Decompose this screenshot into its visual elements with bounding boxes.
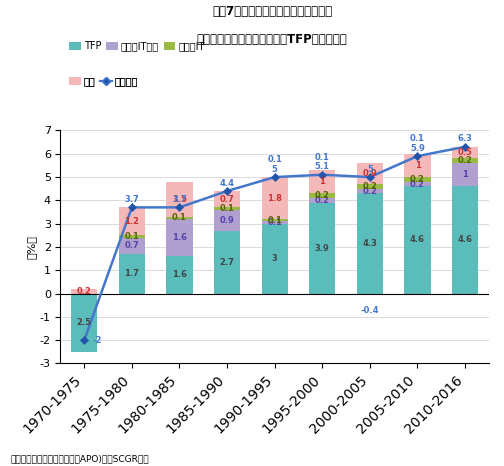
Bar — [309, 170, 335, 193]
Text: 労働・資本・全要素生産性（TFP）の寄与度: 労働・資本・全要素生産性（TFP）の寄与度 — [197, 33, 348, 46]
Text: 0.1: 0.1 — [267, 155, 282, 164]
Bar — [309, 198, 335, 203]
Text: 0.2: 0.2 — [458, 156, 473, 165]
Text: 1: 1 — [320, 177, 325, 186]
Bar — [119, 235, 145, 238]
Text: 0.2: 0.2 — [410, 175, 425, 184]
Text: 3.9: 3.9 — [315, 244, 330, 253]
Text: 3: 3 — [272, 254, 278, 263]
Bar — [119, 254, 145, 294]
Text: 0.2: 0.2 — [315, 191, 330, 200]
Text: （出所）アジア生産性機構（APO)よりSCGR作成: （出所）アジア生産性機構（APO)よりSCGR作成 — [10, 455, 149, 464]
Text: 1.6: 1.6 — [172, 270, 187, 280]
Bar — [404, 177, 430, 182]
Bar — [357, 163, 383, 184]
Bar — [262, 224, 288, 294]
Text: 0.1: 0.1 — [124, 232, 139, 241]
Text: 1: 1 — [462, 170, 468, 179]
Text: 0.1: 0.1 — [410, 134, 425, 144]
Bar — [214, 207, 240, 210]
Bar — [404, 186, 430, 294]
Bar — [357, 189, 383, 193]
Text: 0.2: 0.2 — [362, 186, 377, 196]
Bar — [166, 256, 193, 294]
Text: -0.4: -0.4 — [361, 307, 379, 315]
Text: 0.7: 0.7 — [124, 241, 139, 250]
Bar — [357, 184, 383, 189]
Text: 4.3: 4.3 — [362, 239, 377, 248]
Text: 4.4: 4.4 — [220, 178, 234, 187]
Text: 0.9: 0.9 — [220, 216, 234, 225]
Bar — [71, 289, 97, 294]
Text: 0.5: 0.5 — [458, 148, 473, 157]
Text: 5.9: 5.9 — [410, 144, 425, 153]
Bar — [262, 221, 288, 224]
Text: 1.6: 1.6 — [172, 233, 187, 242]
Text: 6.3: 6.3 — [458, 134, 473, 144]
Text: 0.2: 0.2 — [362, 182, 377, 191]
Text: 1.7: 1.7 — [124, 269, 139, 278]
Bar — [262, 177, 288, 219]
Bar — [404, 154, 430, 177]
Bar — [214, 231, 240, 294]
Text: 0.9: 0.9 — [362, 169, 377, 178]
Y-axis label: （%）: （%） — [27, 235, 37, 259]
Text: 0.1: 0.1 — [220, 204, 234, 213]
Bar — [404, 182, 430, 186]
Text: 図表7：バングラデシュの経済成長と: 図表7：バングラデシュの経済成長と — [212, 5, 332, 18]
Text: 3.7: 3.7 — [172, 195, 187, 204]
Bar — [309, 193, 335, 198]
Text: -2: -2 — [93, 336, 102, 345]
Bar — [214, 191, 240, 207]
Bar — [71, 294, 97, 352]
Bar — [166, 219, 193, 256]
Bar — [357, 193, 383, 294]
Text: 0.2: 0.2 — [410, 179, 425, 189]
Text: 0.1: 0.1 — [172, 213, 187, 222]
Text: 2.5: 2.5 — [77, 318, 92, 327]
Bar — [309, 203, 335, 294]
Text: 2.7: 2.7 — [220, 258, 234, 267]
Bar — [452, 147, 478, 158]
Bar — [166, 217, 193, 219]
Bar — [166, 182, 193, 217]
Text: 1.2: 1.2 — [124, 217, 140, 226]
Text: 1.5: 1.5 — [172, 195, 187, 204]
Text: 5.1: 5.1 — [315, 162, 330, 171]
Text: 1: 1 — [415, 161, 420, 170]
Text: 4.6: 4.6 — [410, 235, 425, 245]
Text: 3.7: 3.7 — [124, 195, 139, 204]
Bar — [214, 210, 240, 231]
Text: 0.2: 0.2 — [77, 287, 92, 296]
Text: 0.2: 0.2 — [315, 196, 330, 205]
Text: 0.1: 0.1 — [315, 153, 330, 162]
Legend: 労働, 経済成長: 労働, 経済成長 — [66, 72, 143, 90]
Text: 1.8: 1.8 — [267, 193, 282, 203]
Text: 0.1: 0.1 — [267, 216, 282, 225]
Bar — [452, 158, 478, 163]
Bar — [262, 219, 288, 221]
Text: 0.1: 0.1 — [267, 218, 282, 227]
Text: 4.6: 4.6 — [458, 235, 473, 245]
Bar — [452, 186, 478, 294]
Text: 5: 5 — [272, 164, 278, 173]
Text: 5: 5 — [367, 164, 373, 173]
Bar — [119, 238, 145, 254]
Bar — [119, 207, 145, 235]
Bar — [452, 163, 478, 186]
Text: 0.7: 0.7 — [220, 195, 234, 204]
